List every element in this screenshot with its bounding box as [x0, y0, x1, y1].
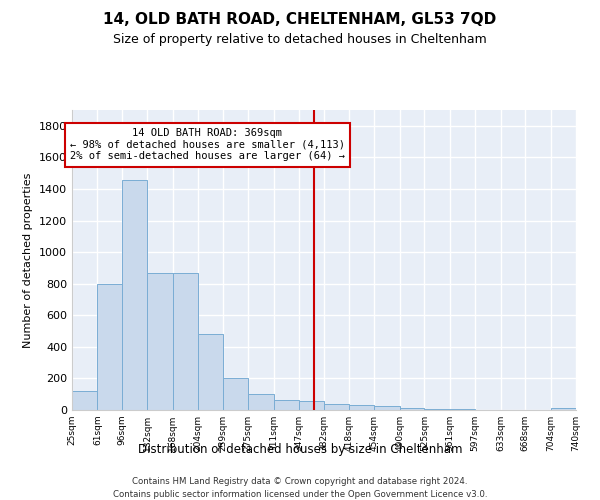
Bar [349, 406, 374, 410]
Bar [400, 408, 424, 410]
Bar [450, 409, 475, 410]
Bar [223, 378, 248, 410]
Text: Size of property relative to detached houses in Cheltenham: Size of property relative to detached ho… [113, 32, 487, 46]
Bar [551, 408, 576, 410]
Bar [72, 391, 97, 410]
Bar [148, 274, 173, 410]
Bar [374, 406, 400, 410]
Text: 14, OLD BATH ROAD, CHELTENHAM, GL53 7QD: 14, OLD BATH ROAD, CHELTENHAM, GL53 7QD [103, 12, 497, 28]
Bar [323, 404, 349, 410]
Bar [173, 274, 198, 410]
Bar [274, 400, 299, 410]
Text: Contains public sector information licensed under the Open Government Licence v3: Contains public sector information licen… [113, 490, 487, 499]
Bar [122, 180, 148, 410]
Bar [248, 394, 274, 410]
Bar [299, 400, 323, 410]
Text: 14 OLD BATH ROAD: 369sqm
← 98% of detached houses are smaller (4,113)
2% of semi: 14 OLD BATH ROAD: 369sqm ← 98% of detach… [70, 128, 345, 162]
Y-axis label: Number of detached properties: Number of detached properties [23, 172, 34, 348]
Bar [424, 409, 450, 410]
Text: Distribution of detached houses by size in Cheltenham: Distribution of detached houses by size … [138, 442, 462, 456]
Bar [198, 334, 223, 410]
Bar [97, 284, 122, 410]
Text: Contains HM Land Registry data © Crown copyright and database right 2024.: Contains HM Land Registry data © Crown c… [132, 478, 468, 486]
